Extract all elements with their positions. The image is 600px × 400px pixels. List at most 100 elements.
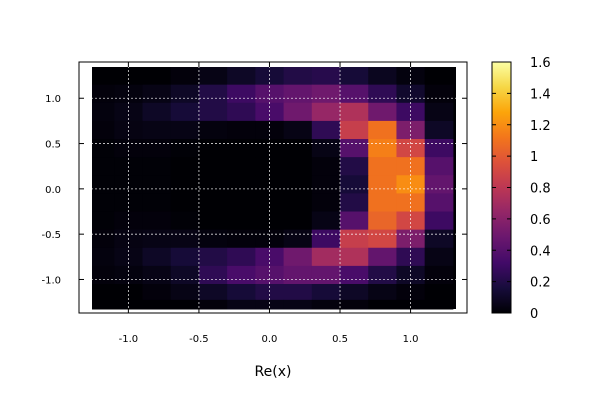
heatmap-cell xyxy=(92,247,115,267)
heatmap-cell xyxy=(368,284,397,301)
heatmap-cell xyxy=(424,67,454,86)
heatmap-cell xyxy=(368,84,397,104)
heatmap-cell xyxy=(283,299,313,310)
x-tick-label: 1.0 xyxy=(403,334,419,345)
y-tick-label: -0.5 xyxy=(41,230,61,241)
heatmap-cell xyxy=(92,120,115,140)
heatmap-cell xyxy=(227,175,256,194)
heatmap-cell xyxy=(92,284,115,301)
y-tick-label: 1.0 xyxy=(45,94,61,105)
heatmap-cell xyxy=(227,157,256,176)
heatmap-cell xyxy=(170,67,200,86)
heatmap-cell xyxy=(368,120,397,140)
heatmap-cell xyxy=(142,193,172,213)
heatmap-cell xyxy=(424,175,454,194)
heatmap-cell xyxy=(311,193,341,213)
heatmap-cell xyxy=(368,247,397,267)
heatmap-cell xyxy=(142,139,172,158)
heatmap-cell xyxy=(255,299,285,310)
colorbar-tick-label: 0 xyxy=(530,307,538,322)
heatmap-cell xyxy=(283,102,313,122)
x-tick-label: -1.0 xyxy=(119,334,139,345)
heatmap-cell xyxy=(142,175,172,194)
heatmap-cell xyxy=(198,265,228,285)
heatmap-cell xyxy=(283,247,313,267)
x-tick-label: 0.0 xyxy=(262,334,278,345)
heatmap-cell xyxy=(170,211,200,231)
heatmap-cell xyxy=(424,139,454,158)
heatmap-cell xyxy=(92,84,115,104)
heatmap-cell xyxy=(142,265,172,285)
colorbar: 0 0.2 0.4 0.6 0.8 1 1.2 1.4 1.6 xyxy=(491,56,551,322)
heatmap-cell xyxy=(368,229,397,249)
heatmap-cell xyxy=(396,211,426,231)
heatmap-cell xyxy=(340,265,369,285)
colorbar-tick-label: 1 xyxy=(530,150,538,165)
heatmap-cell xyxy=(255,67,285,86)
heatmap-cell xyxy=(311,67,341,86)
plot-frame xyxy=(78,61,468,314)
heatmap-cell xyxy=(198,102,228,122)
heatmap-cell xyxy=(170,247,200,267)
heatmap-cell xyxy=(368,265,397,285)
heatmap-cell xyxy=(227,265,256,285)
heatmap-cell xyxy=(227,193,256,213)
colorbar-tick-label: 0.8 xyxy=(530,182,551,197)
heatmap-cell xyxy=(283,211,313,231)
heatmap-cell xyxy=(311,299,341,310)
heatmap-cell xyxy=(170,299,200,310)
heatmap-cell xyxy=(198,193,228,213)
heatmap-cell xyxy=(142,102,172,122)
heatmap-cell xyxy=(114,284,143,301)
heatmap-cell xyxy=(340,139,369,158)
heatmap-cell xyxy=(198,157,228,176)
heatmap-cell xyxy=(255,247,285,267)
heatmap-cell xyxy=(170,193,200,213)
heatmap-cell xyxy=(311,139,341,158)
heatmap-cell xyxy=(198,120,228,140)
heatmap-cell xyxy=(368,157,397,176)
heatmap-cell xyxy=(368,175,397,194)
heatmap-cells xyxy=(92,67,456,310)
heatmap-cell xyxy=(170,265,200,285)
heatmap-cell xyxy=(198,299,228,310)
heatmap-cell xyxy=(92,157,115,176)
heatmap-cell xyxy=(340,175,369,194)
heatmap-cell xyxy=(368,139,397,158)
heatmap-cell xyxy=(396,67,426,86)
heatmap-cell xyxy=(255,102,285,122)
heatmap-cell xyxy=(424,247,454,267)
heatmap-cell xyxy=(255,211,285,231)
heatmap-cell xyxy=(227,120,256,140)
heatmap-cell xyxy=(92,139,115,158)
heatmap-cell xyxy=(142,247,172,267)
heatmap-cell xyxy=(92,299,115,310)
heatmap-cell xyxy=(396,284,426,301)
y-tick-label: 0.5 xyxy=(45,140,61,151)
heatmap-cell xyxy=(227,139,256,158)
heatmap-cell xyxy=(368,193,397,213)
heatmap-cell xyxy=(311,175,341,194)
heatmap-cell xyxy=(198,247,228,267)
heatmap-cell xyxy=(283,139,313,158)
x-axis: -1.0 -0.5 0.0 0.5 1.0 xyxy=(119,62,419,345)
heatmap-cell xyxy=(283,120,313,140)
heatmap-cell xyxy=(311,84,341,104)
heatmap-cell xyxy=(424,229,454,249)
heatmap-cell xyxy=(170,139,200,158)
heatmap-cell xyxy=(340,84,369,104)
colorbar-tick-label: 1.6 xyxy=(530,56,551,71)
heatmap-cell xyxy=(311,211,341,231)
heatmap-cell xyxy=(340,229,369,249)
y-tick-label: 0.0 xyxy=(45,185,61,196)
heatmap-cell xyxy=(170,84,200,104)
colorbar-tick-label: 1.4 xyxy=(530,87,551,102)
heatmap-cell xyxy=(283,67,313,86)
heatmap-cell xyxy=(396,102,426,122)
heatmap-cell xyxy=(142,157,172,176)
heatmap-cell xyxy=(340,157,369,176)
y-tick-label: -1.0 xyxy=(41,275,61,286)
heatmap-cell xyxy=(283,265,313,285)
heatmap-cell xyxy=(283,284,313,301)
